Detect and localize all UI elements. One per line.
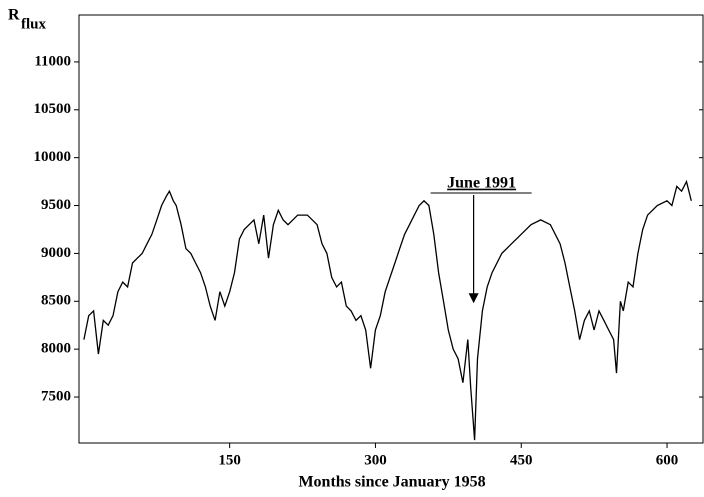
y-tick-label: 9000 bbox=[41, 245, 71, 261]
annotation-arrowhead bbox=[468, 293, 479, 304]
x-tick-label: 450 bbox=[510, 452, 533, 468]
data-line bbox=[83, 179, 692, 441]
y-axis-label-sub: flux bbox=[21, 16, 47, 32]
annotation-label: June 1991 bbox=[447, 175, 516, 192]
y-tick-label: 8000 bbox=[41, 341, 71, 357]
y-tick-label: 10500 bbox=[34, 101, 72, 117]
plot-frame bbox=[78, 14, 704, 444]
x-tick-label: 600 bbox=[656, 452, 679, 468]
y-tick-label: 9500 bbox=[41, 197, 71, 213]
y-tick-label: 8500 bbox=[41, 293, 71, 309]
x-axis-label: Months since January 1958 bbox=[298, 474, 485, 491]
x-tick-label: 300 bbox=[364, 452, 387, 468]
y-axis-label: R bbox=[8, 7, 20, 24]
y-tick-label: 7500 bbox=[41, 388, 71, 404]
x-tick-label: 150 bbox=[218, 452, 241, 468]
y-tick-label: 10000 bbox=[34, 149, 72, 165]
y-tick-label: 11000 bbox=[34, 53, 71, 69]
